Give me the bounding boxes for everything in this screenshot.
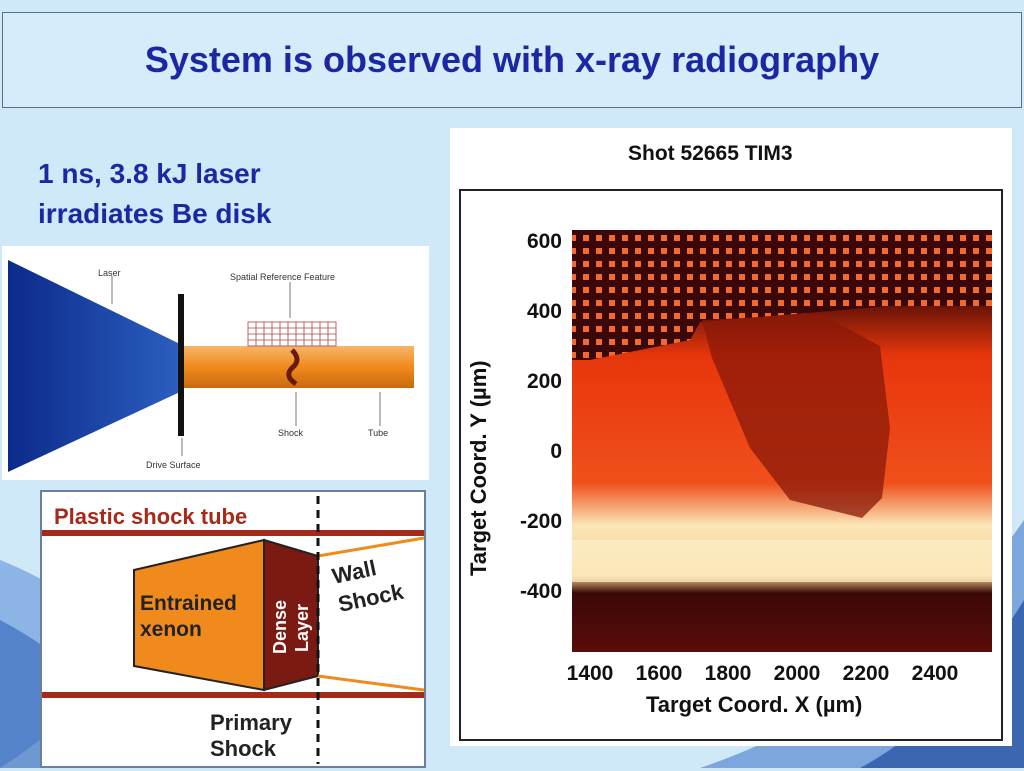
bullet-line-1: 1 ns, 3.8 kJ laser — [38, 158, 261, 189]
reference-grid-pattern — [572, 230, 992, 360]
bullet-text: 1 ns, 3.8 kJ laser irradiates Be disk — [38, 154, 358, 234]
dense-label-line1: Dense — [270, 600, 290, 654]
tube-label: Tube — [368, 428, 388, 438]
bright-band — [572, 540, 992, 582]
drive-surface — [178, 294, 184, 436]
x-tick-label: 1400 — [567, 662, 614, 685]
wall-shock-lower — [317, 674, 425, 692]
plot-frame — [459, 189, 1003, 741]
drive-surface-label: Drive Surface — [146, 460, 201, 470]
tube-top-wall — [42, 530, 424, 536]
shock-tube-diagram: Plastic shock tube Entrained xenon Dense… — [40, 490, 426, 768]
y-tick-labels: 600 400 200 0 -200 -400 — [520, 230, 562, 603]
primary-shock-line2: Shock — [210, 736, 277, 761]
y-tick-label: -400 — [520, 580, 562, 603]
slide-title: System is observed with x-ray radiograph… — [144, 39, 880, 80]
dense-label-line2: Layer — [292, 604, 312, 652]
bullet-line-2: irradiates Be disk — [38, 198, 272, 229]
x-tick-label: 1600 — [636, 662, 683, 685]
laser-target-diagram: Laser Spatial Reference Feature Shock Tu… — [2, 246, 429, 480]
y-tick-label: 600 — [527, 230, 562, 253]
tube-bottom-wall — [42, 692, 424, 698]
title-bar: System is observed with x-ray radiograph… — [2, 12, 1022, 108]
laser-beam — [8, 260, 180, 472]
plastic-tube-label: Plastic shock tube — [54, 504, 247, 529]
x-tick-label: 2400 — [912, 662, 959, 685]
radiograph-title: Shot 52665 TIM3 — [628, 142, 793, 165]
tube-body — [182, 346, 414, 388]
wall-shock-line1: Wall — [330, 555, 379, 589]
laser-label: Laser — [98, 268, 121, 278]
y-tick-label: 200 — [527, 370, 562, 393]
xenon-label-line1: Entrained — [140, 592, 237, 615]
y-tick-label: 400 — [527, 300, 562, 323]
y-tick-label: 0 — [550, 440, 562, 463]
entrained-xenon-region — [133, 538, 265, 692]
shock-front — [286, 348, 300, 387]
x-tick-label: 2200 — [843, 662, 890, 685]
dense-layer-shadow — [702, 314, 890, 518]
xenon-label-line2: xenon — [140, 618, 202, 641]
x-tick-labels: 1400 1600 1800 2000 2200 2400 — [567, 662, 959, 685]
x-tick-label: 1800 — [705, 662, 752, 685]
primary-shock-line1: Primary — [210, 710, 293, 735]
wall-shock-upper — [317, 536, 425, 558]
reference-label: Spatial Reference Feature — [230, 272, 335, 282]
y-axis-label: Target Coord. Y (µm) — [466, 360, 491, 576]
spatial-reference-grid — [247, 321, 337, 347]
xray-radiograph: Shot 52665 TIM3 Target Coord. X (µm) Tar… — [450, 128, 1012, 746]
x-tick-label: 2000 — [774, 662, 821, 685]
x-axis-label: Target Coord. X (µm) — [646, 692, 862, 717]
shock-label: Shock — [278, 428, 304, 438]
y-tick-label: -200 — [520, 510, 562, 533]
